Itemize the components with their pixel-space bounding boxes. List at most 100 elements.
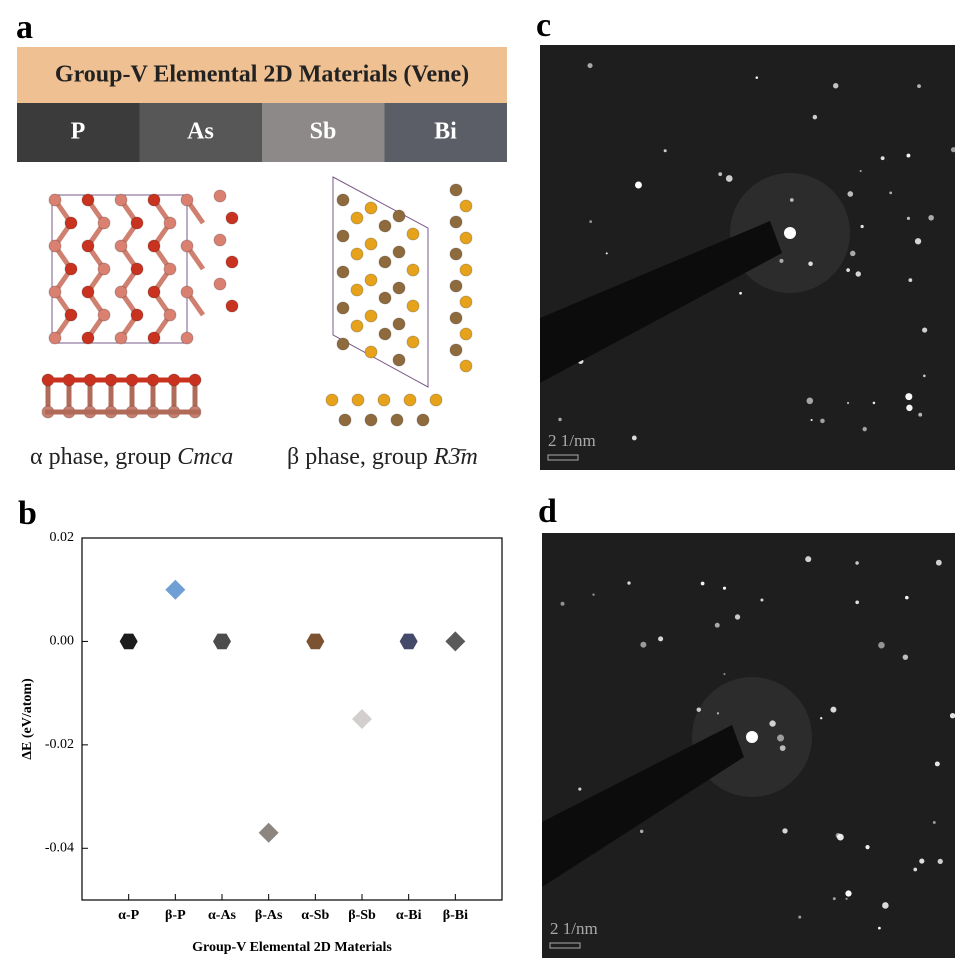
spot [734, 614, 741, 620]
spot [832, 897, 836, 901]
atom [97, 262, 111, 276]
x-tick-label: α-P [118, 908, 139, 923]
spot [605, 252, 608, 255]
atom [392, 245, 406, 259]
caption-text: α phase, group [30, 444, 177, 470]
caption-text: β phase, group [287, 444, 434, 470]
atom [403, 393, 417, 407]
atom [213, 277, 227, 291]
atom [97, 216, 111, 230]
y-tick-label: -0.04 [45, 841, 74, 856]
element-label: Bi [434, 119, 457, 145]
atom [378, 291, 392, 305]
atom [406, 335, 420, 349]
atom [459, 231, 473, 245]
atom [180, 239, 194, 253]
spot [806, 397, 814, 405]
x-tick-label: α-As [208, 908, 237, 923]
panel-label: d [538, 493, 557, 530]
spot [779, 745, 786, 751]
spot [760, 598, 764, 602]
marker [165, 579, 186, 600]
spot [850, 250, 856, 257]
marker [399, 633, 418, 650]
atom [130, 308, 144, 322]
x-tick-label: β-Sb [348, 908, 376, 923]
spot [782, 828, 788, 834]
atom [48, 193, 62, 207]
spot [889, 191, 893, 195]
spot [723, 673, 726, 676]
spot [932, 820, 936, 824]
element-cell [384, 103, 507, 162]
marker [119, 633, 138, 650]
spot [578, 787, 582, 791]
atom [449, 183, 463, 197]
spot [860, 224, 864, 229]
spot [560, 601, 565, 606]
spot [810, 418, 813, 422]
atom [378, 255, 392, 269]
atom [377, 393, 391, 407]
caption-group: Cmca [177, 444, 233, 470]
atom [364, 237, 378, 251]
spot [779, 258, 784, 263]
spot [928, 214, 934, 221]
spot [639, 829, 644, 834]
element-cell [139, 103, 262, 162]
element-cell [262, 103, 385, 162]
caption-group: R3̄m [433, 444, 478, 470]
spot [696, 707, 702, 712]
spot [855, 600, 860, 605]
atom [163, 308, 177, 322]
atom [64, 308, 78, 322]
atom [336, 301, 350, 315]
atom [48, 285, 62, 299]
spot [820, 418, 825, 424]
panel-label: c [536, 7, 551, 44]
cell [332, 176, 429, 388]
spot [918, 412, 923, 417]
atom [351, 393, 365, 407]
spot [658, 636, 664, 642]
spot [820, 717, 823, 720]
atom [350, 319, 364, 333]
spot [919, 858, 925, 864]
atom [390, 413, 404, 427]
spot [846, 401, 850, 405]
spot [937, 858, 943, 865]
spot [859, 170, 862, 173]
marker [258, 822, 279, 843]
atom [364, 309, 378, 323]
atom [180, 193, 194, 207]
atom [147, 193, 161, 207]
spot [769, 720, 776, 727]
spot [845, 890, 852, 897]
spot [914, 238, 922, 245]
atom [378, 219, 392, 233]
spot [789, 198, 794, 202]
spot [878, 926, 881, 930]
atom [364, 273, 378, 287]
spot [716, 712, 720, 715]
element-label: P [71, 119, 86, 145]
atom [64, 262, 78, 276]
atom [325, 393, 339, 407]
beam-stop [540, 221, 782, 383]
atom [406, 263, 420, 277]
spot [906, 404, 913, 412]
spot [902, 654, 909, 660]
spot [714, 622, 720, 628]
y-tick-label: -0.02 [45, 737, 74, 752]
atom [81, 331, 95, 345]
spot [805, 556, 812, 563]
atom [459, 359, 473, 373]
atom [350, 283, 364, 297]
scale-bar [549, 942, 581, 949]
spot [935, 559, 942, 566]
atom [336, 265, 350, 279]
atom [429, 393, 443, 407]
spot [872, 401, 876, 405]
atom [163, 262, 177, 276]
